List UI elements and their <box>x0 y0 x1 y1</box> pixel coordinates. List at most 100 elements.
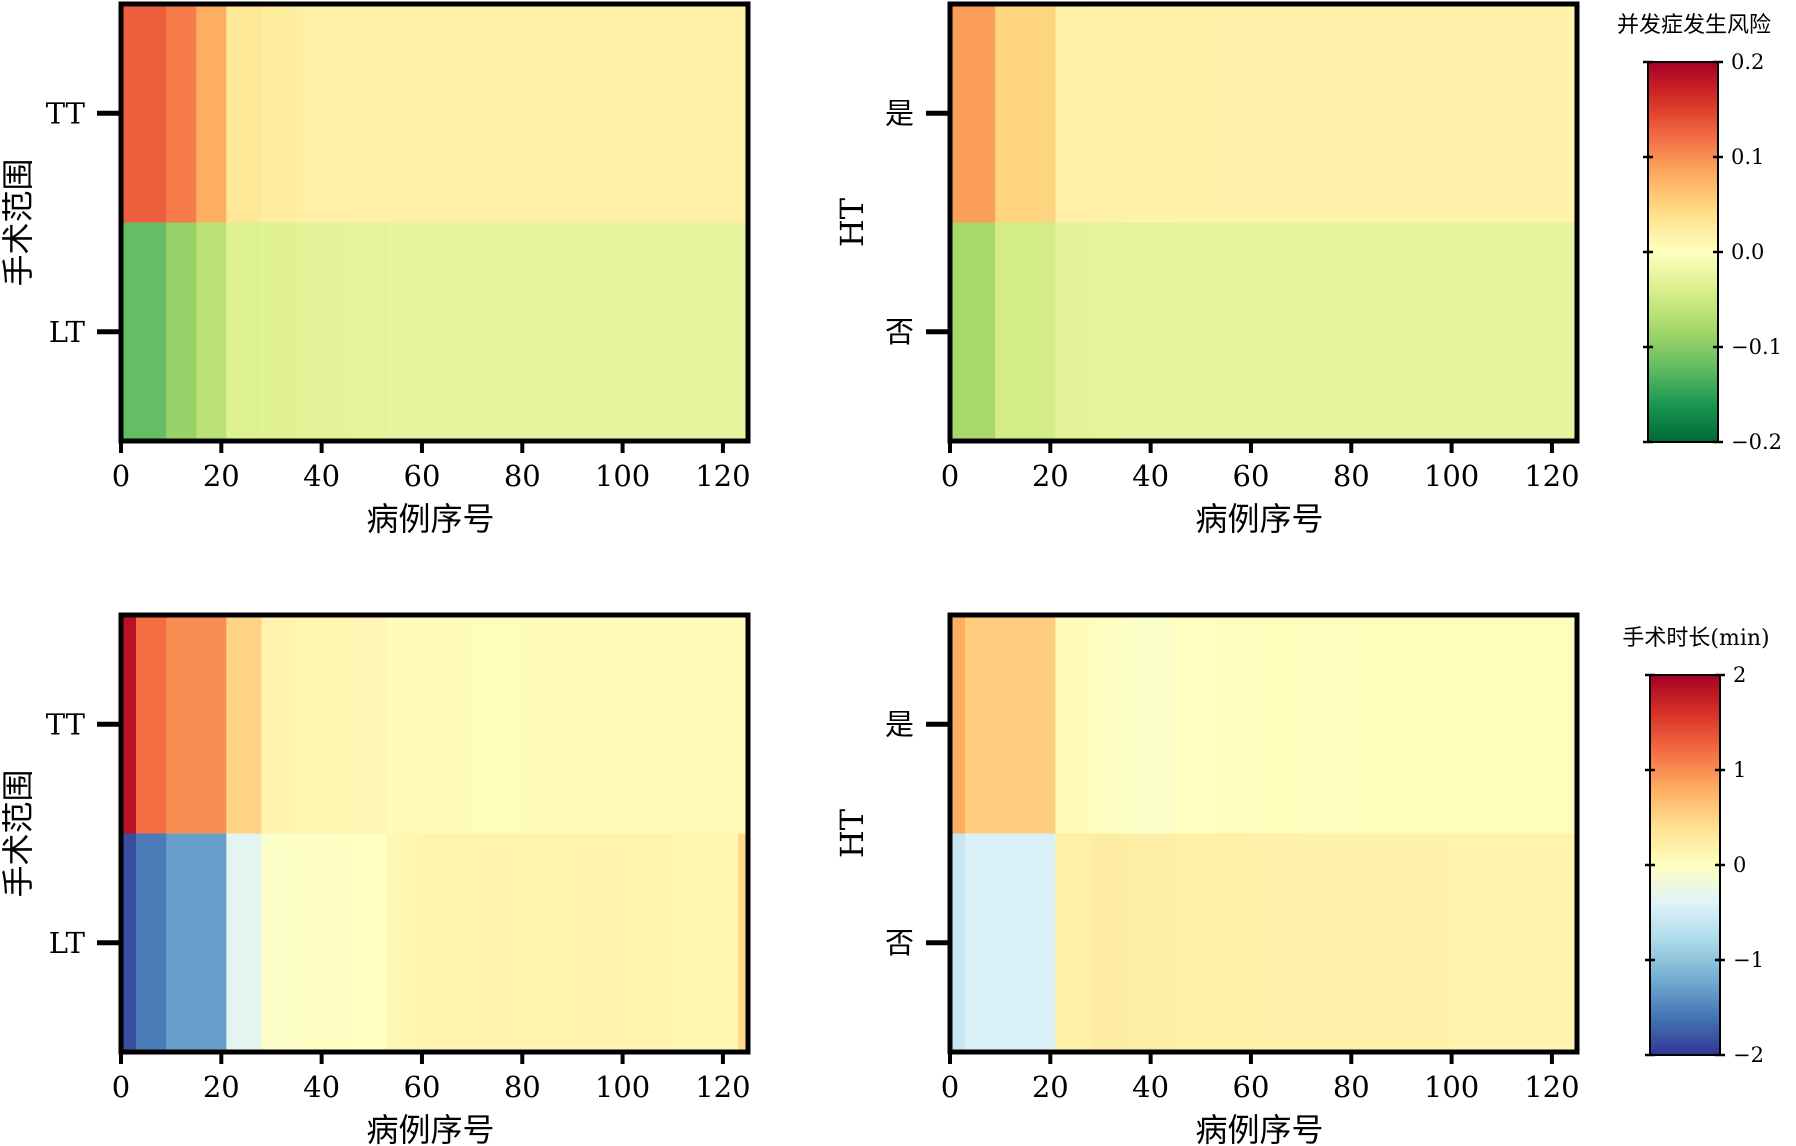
heatmap-cell <box>421 222 473 442</box>
x-tick-label: 80 <box>504 1070 541 1104</box>
heatmap-cell <box>1551 4 1578 224</box>
heatmap-cell <box>572 615 624 835</box>
heatmap-cell <box>1351 833 1403 1053</box>
heatmap-cell <box>136 615 167 835</box>
heatmap-cell <box>1451 222 1503 442</box>
heatmap-cell <box>1125 222 1177 442</box>
x-tick-label: 40 <box>1132 1070 1169 1104</box>
x-tick-label: 120 <box>1524 459 1579 493</box>
x-tick-label: 0 <box>112 459 130 493</box>
heatmap-cell <box>261 222 298 442</box>
y-axis-title: 手术范围 <box>0 769 37 897</box>
heatmap-cell <box>737 833 749 1053</box>
heatmap-cell <box>1125 615 1177 835</box>
x-tick-label: 20 <box>1032 1070 1069 1104</box>
x-tick-label: 20 <box>203 459 240 493</box>
heatmap-cell <box>166 615 197 835</box>
heatmap-cell <box>196 615 227 835</box>
x-tick-label: 100 <box>595 459 650 493</box>
y-tick-label: 否 <box>885 315 914 349</box>
heatmap-cell <box>261 833 298 1053</box>
heatmap-cell <box>1401 615 1453 835</box>
heatmap-cell <box>1025 4 1056 224</box>
x-tick-label: 60 <box>404 459 441 493</box>
heatmap-cell <box>121 833 137 1053</box>
heatmap-cell <box>1351 615 1403 835</box>
heatmap-cell <box>572 222 624 442</box>
x-tick-label: 100 <box>595 1070 650 1104</box>
heatmap-cell <box>1025 615 1056 835</box>
heatmap-cell <box>1301 222 1352 442</box>
colorbar-tick-label: −1 <box>1733 948 1764 972</box>
x-tick-label: 0 <box>112 1070 130 1104</box>
heatmap-cell <box>136 4 167 224</box>
heatmap-cell <box>1215 833 1252 1053</box>
heatmap-cell <box>136 222 167 442</box>
colorbar-gradient <box>1649 674 1721 1056</box>
colorbar-tick-label: 0.0 <box>1731 240 1764 264</box>
heatmap-cell <box>1025 833 1056 1053</box>
heatmap-panel-bottom-left: 0 20 40 60 80 100 120 TT LT 病例序号 手术范围 <box>0 612 751 1146</box>
heatmap-cell <box>296 4 348 224</box>
colorbar: 手术时长(min) 2 1 0 −1 −2 <box>1622 626 1769 1067</box>
x-tick-label: 120 <box>1524 1070 1579 1104</box>
colorbar-tick-label: 0 <box>1733 853 1746 877</box>
colorbar-tick-label: 1 <box>1733 758 1746 782</box>
heatmap-cell <box>121 615 137 835</box>
heatmap-cell <box>737 615 749 835</box>
heatmap-cell <box>965 222 996 442</box>
y-tick-label: LT <box>49 315 86 349</box>
heatmap-cell <box>950 833 966 1053</box>
heatmap-cell <box>346 4 388 224</box>
heatmap-cell <box>995 222 1026 442</box>
heatmap-cell <box>1125 4 1177 224</box>
heatmap-cell <box>1175 615 1217 835</box>
heatmap-cell <box>672 833 724 1053</box>
heatmap-cell <box>226 833 263 1053</box>
heatmap-cell <box>1351 4 1403 224</box>
heatmap-cell <box>386 4 423 224</box>
heatmap-cell <box>1401 833 1453 1053</box>
y-tick-label: LT <box>49 926 86 960</box>
plot-frame <box>947 1 1580 444</box>
heatmap-cell <box>622 222 674 442</box>
heatmap-cell <box>196 222 227 442</box>
heatmap-cell <box>1250 615 1302 835</box>
heatmap-cell <box>386 615 423 835</box>
heatmap-cell <box>1055 833 1092 1053</box>
heatmap-cell <box>296 833 348 1053</box>
heatmap-cell <box>1501 222 1553 442</box>
heatmap-cell <box>421 4 473 224</box>
y-tick-label: TT <box>46 96 86 130</box>
heatmap-cell <box>1215 4 1252 224</box>
x-tick-label: 60 <box>404 1070 441 1104</box>
heatmap-cell <box>722 615 739 835</box>
heatmap-cell <box>1090 222 1127 442</box>
heatmap-cell <box>965 833 996 1053</box>
heatmap-cell <box>421 615 473 835</box>
heatmap-cell <box>1351 222 1403 442</box>
x-axis-title: 病例序号 <box>366 1111 494 1146</box>
x-tick-label: 100 <box>1424 1070 1479 1104</box>
heatmap-cell <box>622 833 674 1053</box>
heatmap-cell <box>672 615 724 835</box>
x-tick-label: 40 <box>303 1070 340 1104</box>
x-tick-label: 20 <box>203 1070 240 1104</box>
colorbar-tick-label: −2 <box>1733 1043 1764 1067</box>
x-tick-label: 60 <box>1233 459 1270 493</box>
heatmap-cell <box>1501 615 1553 835</box>
heatmap-cell <box>1551 222 1578 442</box>
x-tick-label: 80 <box>1333 459 1370 493</box>
heatmap-cell <box>965 615 996 835</box>
plot-frame <box>118 612 751 1055</box>
heatmap-cell <box>722 4 749 224</box>
heatmap-cell <box>1175 833 1217 1053</box>
heatmap-cell <box>1401 222 1453 442</box>
heatmap-cell <box>1175 222 1217 442</box>
heatmap-cell <box>166 4 197 224</box>
heatmap-cell <box>1451 615 1503 835</box>
y-tick-label: TT <box>46 707 86 741</box>
heatmap-cell <box>1301 4 1352 224</box>
heatmap-cell <box>1125 833 1177 1053</box>
heatmap-cell <box>196 833 227 1053</box>
